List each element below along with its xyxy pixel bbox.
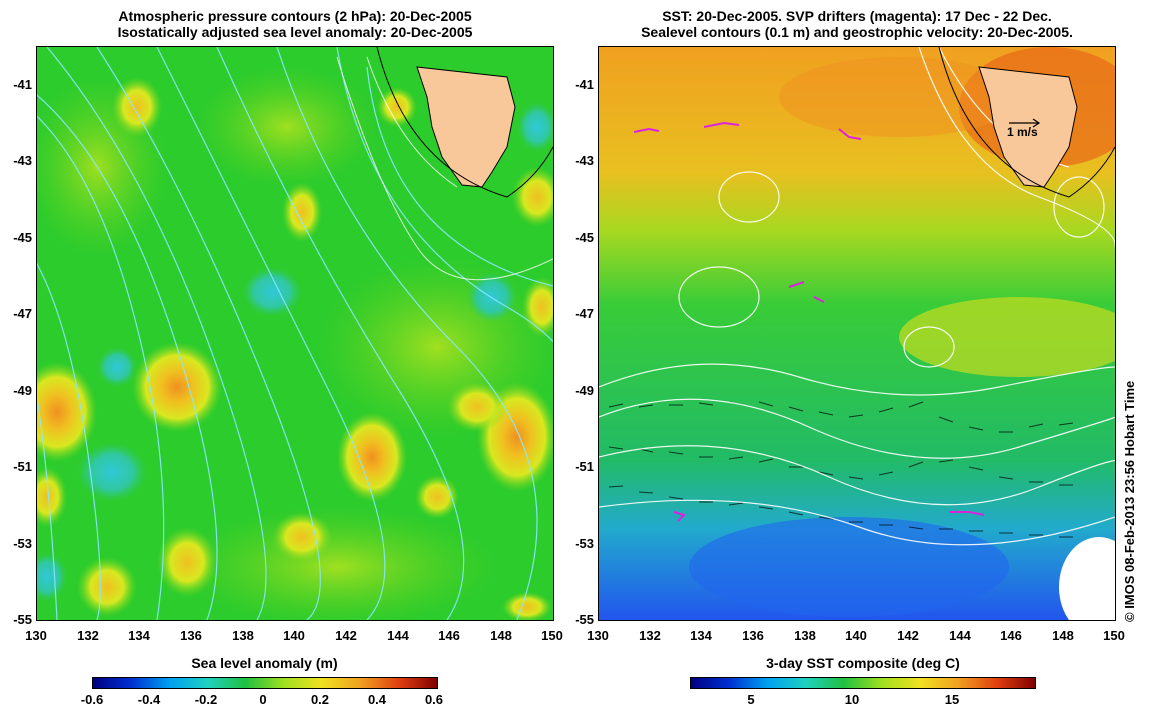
y-tick: -45	[575, 230, 594, 245]
x-tick: 136	[742, 628, 764, 643]
y-tick: -53	[575, 536, 594, 551]
sla-map-graphic	[37, 47, 553, 620]
x-tick: 134	[128, 628, 150, 643]
y-tick: -43	[575, 153, 594, 168]
x-tick: 134	[690, 628, 712, 643]
y-tick: -55	[13, 612, 32, 627]
y-tick: -45	[13, 230, 32, 245]
velocity-arrows	[608, 401, 1074, 538]
velocity-scale-label: 1 m/s	[1007, 125, 1038, 139]
colorbar-tick: 5	[747, 692, 755, 707]
sea-level-anomaly-map	[36, 46, 554, 621]
x-tick: 140	[283, 628, 305, 643]
sst-colorbar	[690, 677, 1036, 689]
x-tick: 148	[1052, 628, 1074, 643]
colorbar-tick: 10	[844, 692, 860, 707]
x-tick: 144	[949, 628, 971, 643]
sst-colorbar-title: 3-day SST composite (deg C)	[766, 655, 960, 671]
svp-drifters	[633, 121, 985, 522]
x-tick: 142	[335, 628, 357, 643]
sla-colorbar	[92, 677, 438, 689]
colorbar-tick: 0.6	[424, 692, 444, 707]
y-tick: -51	[13, 459, 32, 474]
x-tick: 132	[639, 628, 661, 643]
x-tick: 130	[25, 628, 47, 643]
y-tick: -51	[575, 459, 594, 474]
sst-map: 1 m/s	[598, 46, 1116, 621]
sla-colorbar-title: Sea level anomaly (m)	[191, 655, 338, 671]
sst-map-graphic	[599, 47, 1115, 620]
credit-text: © IMOS 08-Feb-2013 23:56 Hobart Time	[1122, 380, 1137, 622]
colorbar-tick: -0.2	[194, 692, 218, 707]
x-tick: 138	[232, 628, 254, 643]
colorbar-tick: -0.6	[80, 692, 104, 707]
y-tick: -47	[575, 306, 594, 321]
y-tick: -47	[13, 306, 32, 321]
y-tick: -49	[575, 383, 594, 398]
y-tick: -53	[13, 536, 32, 551]
x-tick: 144	[387, 628, 409, 643]
colorbar-tick: 0.2	[310, 692, 330, 707]
colorbar-tick: 0	[259, 692, 267, 707]
right-title-line1: SST: 20-Dec-2005. SVP drifters (magenta)…	[662, 8, 1052, 24]
x-tick: 132	[77, 628, 99, 643]
x-tick: 138	[794, 628, 816, 643]
y-tick: -55	[575, 612, 594, 627]
left-title-line1: Atmospheric pressure contours (2 hPa): 2…	[118, 8, 472, 24]
tasmania-land	[416, 66, 516, 188]
x-tick: 150	[541, 628, 563, 643]
y-tick: -41	[13, 77, 32, 92]
right-title-line2: Sealevel contours (0.1 m) and geostrophi…	[641, 24, 1073, 40]
velocity-scale-arrow	[1009, 118, 1041, 128]
y-tick: -41	[575, 77, 594, 92]
x-tick: 150	[1103, 628, 1125, 643]
x-tick: 130	[587, 628, 609, 643]
y-tick: -49	[13, 383, 32, 398]
left-title-line2: Isostatically adjusted sea level anomaly…	[117, 24, 473, 40]
colorbar-tick: 0.4	[367, 692, 387, 707]
tasmania-land-sst	[978, 66, 1078, 188]
colorbar-tick: 15	[944, 692, 960, 707]
y-tick: -43	[13, 153, 32, 168]
x-tick: 146	[438, 628, 460, 643]
left-map-title: Atmospheric pressure contours (2 hPa): 2…	[36, 8, 554, 40]
right-map-title: SST: 20-Dec-2005. SVP drifters (magenta)…	[598, 8, 1116, 40]
x-tick: 142	[897, 628, 919, 643]
x-tick: 136	[180, 628, 202, 643]
x-tick: 140	[845, 628, 867, 643]
colorbar-tick: -0.4	[137, 692, 161, 707]
x-tick: 146	[1000, 628, 1022, 643]
x-tick: 148	[490, 628, 512, 643]
